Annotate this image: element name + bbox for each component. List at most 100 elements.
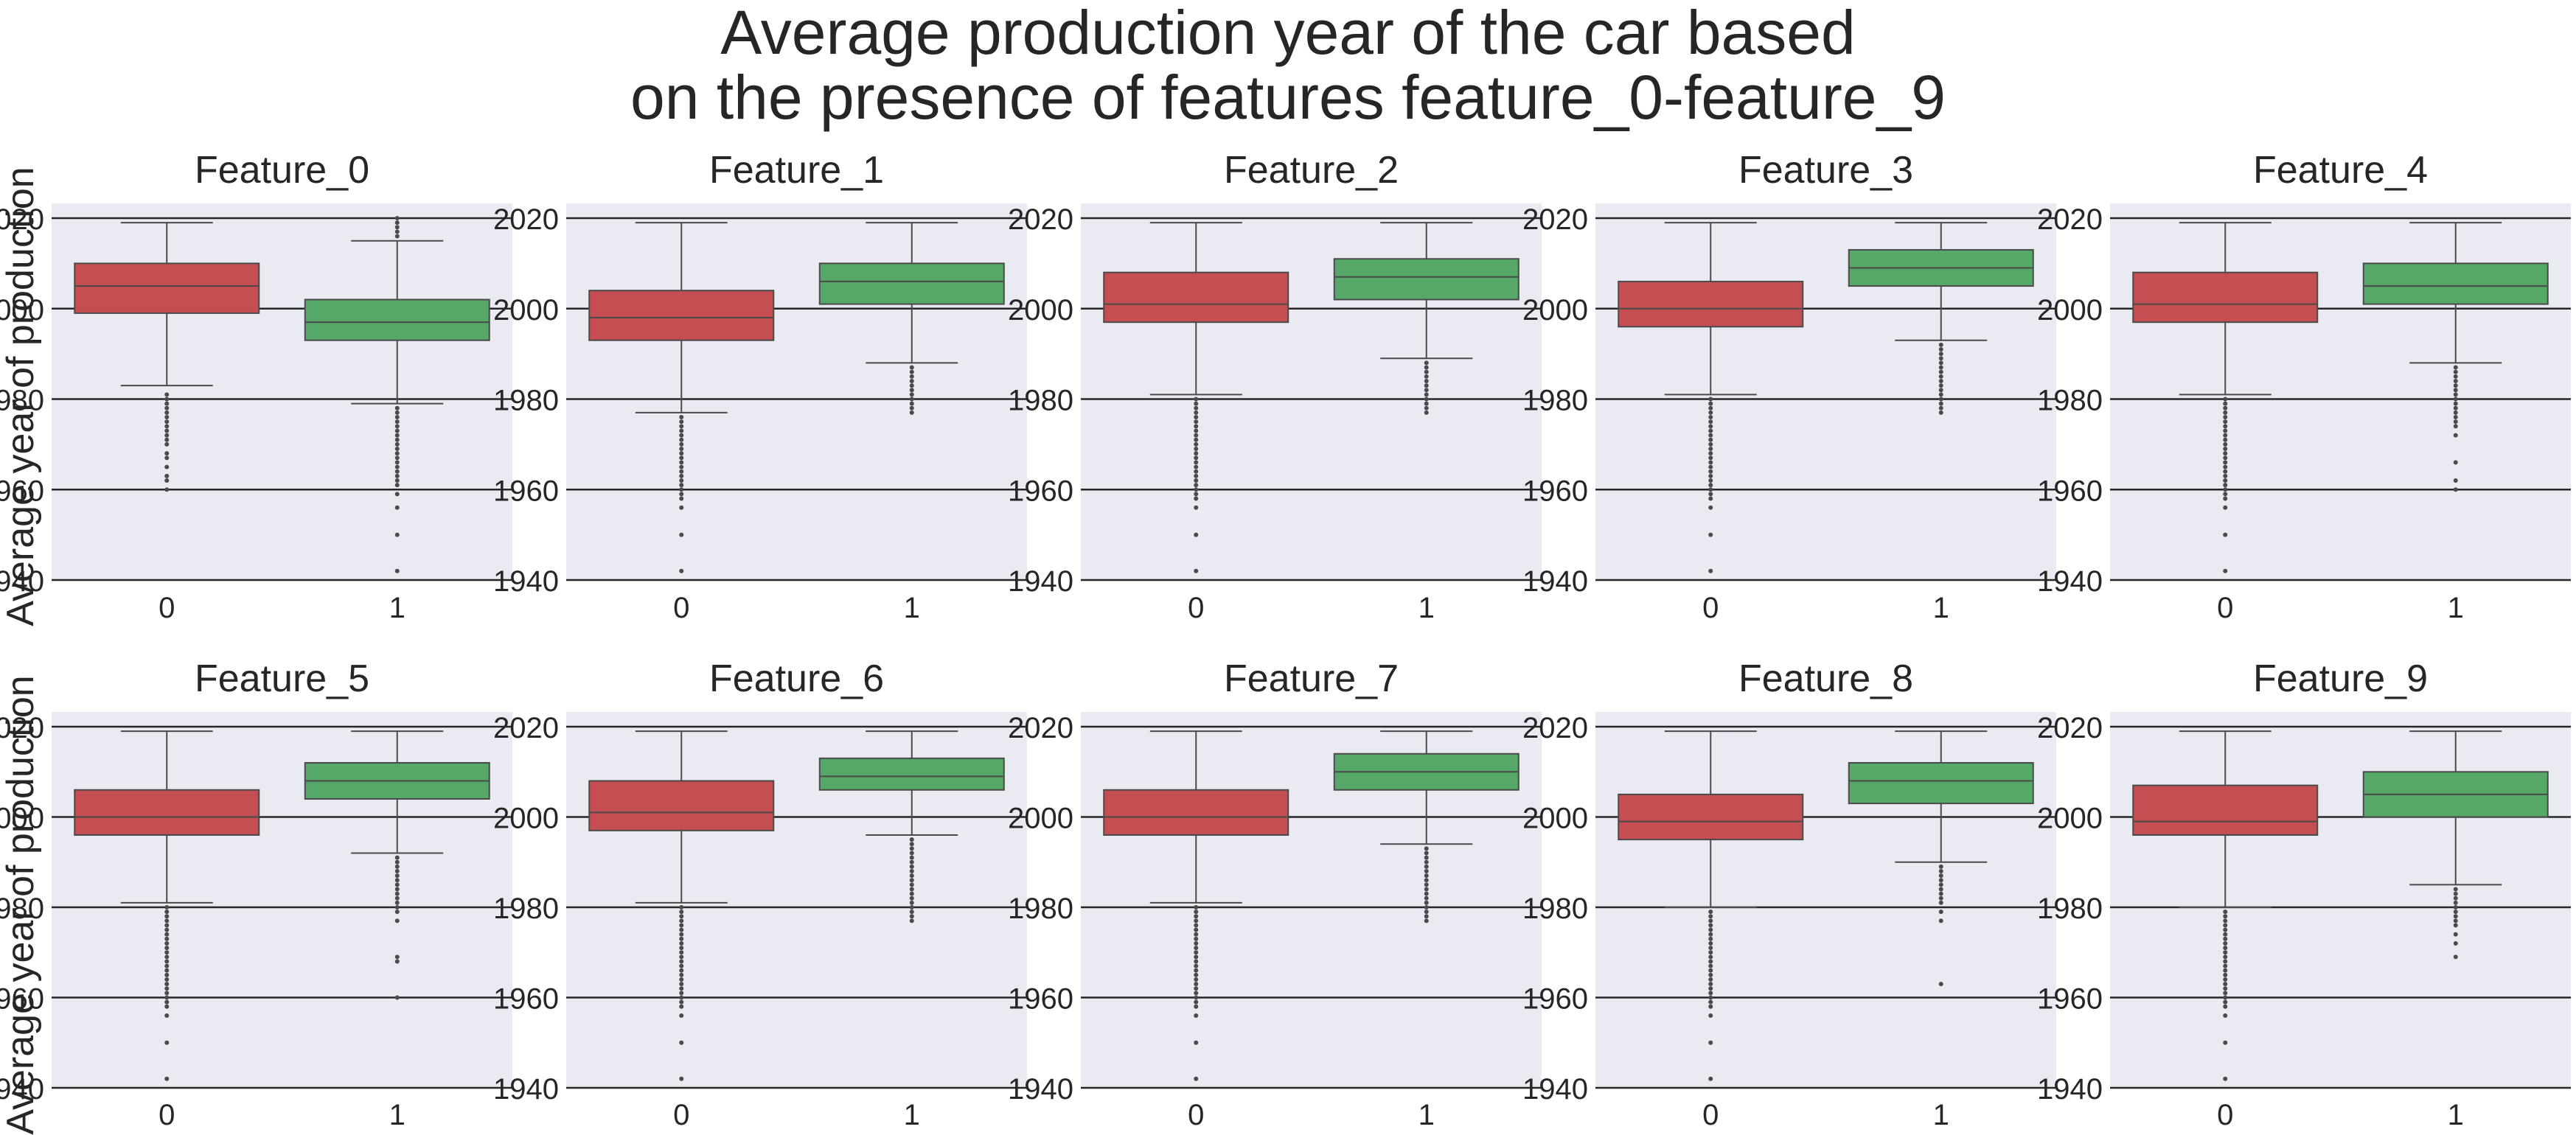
outlier-point xyxy=(394,909,400,915)
box-category-0 xyxy=(2132,222,2319,573)
outlier-point xyxy=(394,433,400,438)
outlier-point xyxy=(164,941,170,946)
y-tick-label-1940: 1940 xyxy=(1522,1073,1588,1106)
iqr-box xyxy=(2362,262,2549,305)
outlier-point xyxy=(2223,505,2228,510)
y-tick-label-2020: 2020 xyxy=(493,712,559,744)
outlier-point xyxy=(1194,1076,1199,1081)
outlier-point xyxy=(164,415,170,420)
outlier-point xyxy=(1194,959,1199,964)
panel-title: Feature_9 xyxy=(2253,657,2428,700)
outlier-point xyxy=(679,424,684,429)
outlier-point xyxy=(1194,487,1199,492)
outlier-point xyxy=(1424,873,1429,879)
box-category-1 xyxy=(818,222,1005,415)
box-category-0 xyxy=(2132,730,2319,1081)
outlier-point xyxy=(164,487,170,492)
panel-background xyxy=(2110,203,2571,581)
outlier-point xyxy=(2223,415,2228,420)
y-tick-label-2000: 2000 xyxy=(0,803,44,835)
iqr-box xyxy=(1103,271,1289,324)
x-tick-label-0: 0 xyxy=(159,1099,175,1131)
outlier-point xyxy=(1194,532,1199,537)
y-tick-label-2000: 2000 xyxy=(493,294,559,326)
outlier-point xyxy=(1424,383,1429,388)
outlier-point xyxy=(394,505,400,510)
outlier-point xyxy=(679,968,684,973)
outlier-point xyxy=(164,918,170,923)
outlier-point xyxy=(1708,936,1713,941)
outlier-point xyxy=(679,437,684,442)
outlier-point xyxy=(1708,914,1713,919)
outlier-point xyxy=(2223,441,2228,447)
outlier-point xyxy=(2223,496,2228,501)
outlier-point xyxy=(164,932,170,937)
outlier-point xyxy=(1708,405,1713,411)
outlier-point xyxy=(1194,428,1199,433)
y-tick-label-1940: 1940 xyxy=(493,565,559,598)
outlier-point xyxy=(1938,410,1943,415)
outlier-point xyxy=(1194,478,1199,483)
outlier-point xyxy=(1938,342,1943,347)
outlier-point xyxy=(164,968,170,973)
outlier-point xyxy=(679,986,684,991)
outlier-point xyxy=(679,492,684,497)
outlier-point xyxy=(1938,405,1943,411)
outlier-point xyxy=(909,909,914,915)
outlier-point xyxy=(1194,492,1199,497)
y-tick-label-1960: 1960 xyxy=(1522,475,1588,507)
outlier-point xyxy=(1708,982,1713,987)
y-tick-label-1960: 1960 xyxy=(1522,983,1588,1016)
y-tick-label-1980: 1980 xyxy=(1008,385,1073,417)
x-tick-label-1: 1 xyxy=(1933,592,1949,624)
outlier-point xyxy=(1708,950,1713,955)
outlier-point xyxy=(1938,397,1943,402)
box-category-0 xyxy=(1103,222,1289,573)
outlier-point xyxy=(1194,1004,1199,1009)
outlier-point xyxy=(1194,460,1199,465)
outlier-point xyxy=(679,469,684,474)
outlier-point xyxy=(909,842,914,847)
outlier-point xyxy=(679,464,684,469)
outlier-point xyxy=(2453,891,2458,896)
outlier-point xyxy=(2223,568,2228,573)
outlier-point xyxy=(1708,419,1713,425)
outlier-point xyxy=(1938,388,1943,393)
outlier-point xyxy=(1708,909,1713,915)
outlier-point xyxy=(1424,388,1429,393)
outlier-point xyxy=(679,1040,684,1045)
x-tick-label-1: 1 xyxy=(2448,592,2464,624)
outlier-point xyxy=(1708,1013,1713,1018)
outlier-point xyxy=(679,433,684,438)
outlier-point xyxy=(2453,487,2458,492)
outlier-point xyxy=(2453,941,2458,946)
outlier-point xyxy=(1424,891,1429,896)
outlier-point xyxy=(2453,415,2458,420)
y-tick-label-1980: 1980 xyxy=(2037,385,2103,417)
outlier-point xyxy=(1194,968,1199,973)
outlier-point xyxy=(1708,473,1713,478)
outlier-point xyxy=(2223,927,2228,932)
x-tick-label-1: 1 xyxy=(1418,1099,1435,1131)
outlier-point xyxy=(2223,1076,2228,1081)
outlier-point xyxy=(2453,383,2458,388)
outlier-point xyxy=(2453,401,2458,406)
x-tick-label-0: 0 xyxy=(1702,1099,1719,1131)
outlier-point xyxy=(909,878,914,883)
outlier-point xyxy=(2453,460,2458,465)
iqr-box xyxy=(2132,271,2319,324)
outlier-point xyxy=(1424,392,1429,397)
y-tick-label-2000: 2000 xyxy=(493,803,559,835)
outlier-point xyxy=(2223,455,2228,461)
iqr-box xyxy=(1618,280,1804,328)
outlier-point xyxy=(394,995,400,1000)
outlier-point xyxy=(1424,869,1429,873)
outlier-point xyxy=(394,855,400,860)
outlier-point xyxy=(679,909,684,915)
outlier-point xyxy=(1194,473,1199,478)
outlier-point xyxy=(1708,410,1713,415)
outlier-point xyxy=(2453,388,2458,393)
y-tick-label-1980: 1980 xyxy=(0,385,44,417)
outlier-point xyxy=(164,1004,170,1009)
outlier-point xyxy=(164,392,170,397)
